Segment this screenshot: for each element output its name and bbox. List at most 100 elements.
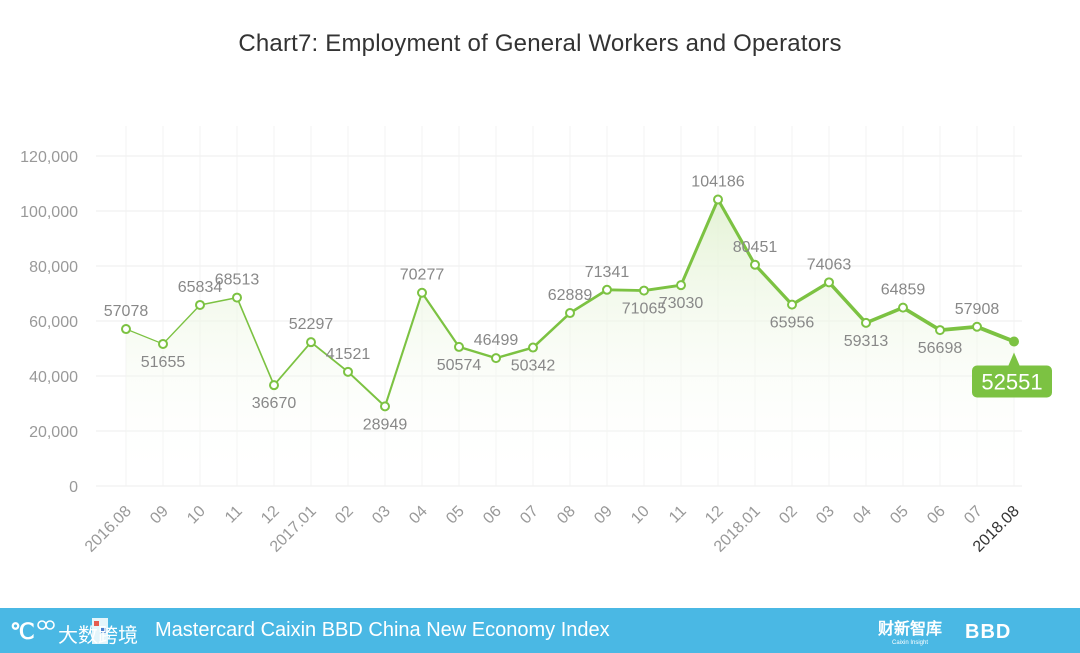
y-tick-label: 80,000 <box>29 259 78 276</box>
line-segment <box>642 283 683 293</box>
x-tick-label: 10 <box>628 503 653 528</box>
data-label: 62889 <box>548 287 593 304</box>
data-point <box>380 401 390 412</box>
data-point <box>787 299 797 310</box>
y-tick-label: 0 <box>69 479 78 496</box>
x-tick-label: 11 <box>666 503 690 527</box>
data-label: 74063 <box>807 256 852 273</box>
y-axis: 0 20,000 40,000 60,000 80,000 100,000 120,000 <box>20 149 78 496</box>
data-label: 73030 <box>659 295 704 312</box>
x-tick-label: 08 <box>554 503 579 528</box>
line-segment <box>125 328 164 345</box>
x-tick-label: 09 <box>591 503 616 528</box>
x-tick-label: 12 <box>702 503 727 528</box>
y-tick-label: 120,000 <box>20 149 78 166</box>
line-segment <box>199 296 238 306</box>
line-segment <box>901 305 942 332</box>
line-segment <box>494 346 535 360</box>
x-tick-label: 06 <box>924 503 949 528</box>
callout-box <box>972 365 1052 398</box>
data-point <box>935 325 945 336</box>
line-segment <box>383 291 424 408</box>
y-tick-label: 40,000 <box>29 369 78 386</box>
data-label: 52297 <box>289 316 334 333</box>
logo-right-subtext: Caixin Insight <box>892 640 928 646</box>
x-tick-label: 10 <box>184 503 209 528</box>
line-segment <box>531 311 572 349</box>
x-tick-label: 04 <box>406 503 431 528</box>
data-label: 50342 <box>511 358 556 375</box>
x-tick-label: 06 <box>480 503 505 528</box>
x-tick-label: 05 <box>887 503 912 528</box>
data-point <box>269 380 279 391</box>
y-tick-label: 60,000 <box>29 314 78 331</box>
line-segment <box>864 305 905 325</box>
callout-pointer <box>1008 352 1020 367</box>
data-point <box>972 321 982 332</box>
line-segment <box>827 280 868 325</box>
data-label: 50574 <box>437 357 482 374</box>
last-value-callout: 52551 <box>972 352 1052 398</box>
data-label: 57078 <box>104 303 149 320</box>
data-point <box>676 280 686 291</box>
x-tick-label: 05 <box>443 503 468 528</box>
data-label: 46499 <box>474 332 519 349</box>
data-point <box>343 366 353 377</box>
data-label: 68513 <box>215 272 260 289</box>
data-point <box>158 338 168 349</box>
data-point <box>565 308 575 319</box>
footer-bar: ℃ 大数跨境 Mastercard Caixin BBD China New E… <box>0 608 1080 653</box>
data-label: 71065 <box>622 301 667 318</box>
data-point <box>195 299 205 310</box>
y-tick-label: 20,000 <box>29 424 78 441</box>
line-segment <box>753 263 794 307</box>
line-segment <box>568 288 609 315</box>
line-segment <box>790 280 831 307</box>
line-segment <box>605 288 646 292</box>
series-line <box>125 197 1016 408</box>
data-label: 41521 <box>326 346 371 363</box>
data-label: 65834 <box>178 279 223 296</box>
brand-logo-left: ℃ 大数跨境 <box>8 614 143 653</box>
data-point <box>417 287 427 298</box>
callout-value: 52551 <box>981 369 1042 394</box>
area-fill <box>126 199 1014 486</box>
line-segment <box>347 370 386 408</box>
line-segment <box>716 197 757 267</box>
x-tick-label: 03 <box>369 503 394 528</box>
x-tick-label: 07 <box>961 503 986 528</box>
logo-bbd-text: BBD <box>965 621 1011 642</box>
x-tick-label: 04 <box>850 503 875 528</box>
svg-text:℃: ℃ <box>10 619 35 644</box>
data-point <box>454 341 464 352</box>
x-tick-label: 03 <box>813 503 838 528</box>
x-tick-label: 02 <box>776 503 801 528</box>
data-point <box>898 302 908 313</box>
data-point <box>1009 336 1019 347</box>
line-segment <box>975 324 1016 344</box>
data-point <box>861 317 871 328</box>
data-point <box>491 353 501 364</box>
x-tick-label: 07 <box>517 503 542 528</box>
line-segment <box>457 345 498 360</box>
data-point <box>639 285 649 296</box>
line-segment <box>938 324 979 332</box>
data-point <box>232 292 242 303</box>
line-segment <box>679 197 720 287</box>
x-tick-label: 2016.08 <box>82 503 135 556</box>
footer-title: Mastercard Caixin BBD China New Economy … <box>155 619 610 641</box>
line-segment <box>420 291 461 349</box>
data-label: 64859 <box>881 282 926 299</box>
data-point <box>121 324 131 335</box>
caixin-insight-logo: 财新智库 Caixin Insight <box>877 616 958 651</box>
data-point <box>750 259 760 270</box>
data-label: 80451 <box>733 239 778 256</box>
data-point <box>528 342 538 353</box>
data-label: 104186 <box>691 173 744 190</box>
line-segment <box>273 341 312 387</box>
area-path <box>126 199 1014 486</box>
data-point <box>713 194 723 205</box>
